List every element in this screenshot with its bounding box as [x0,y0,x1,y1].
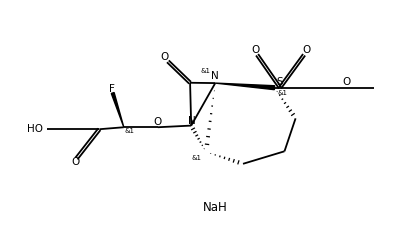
Text: N: N [211,71,219,81]
Text: S: S [277,77,283,87]
Text: &1: &1 [200,68,211,74]
Text: N: N [188,116,196,126]
Polygon shape [111,92,124,127]
Text: O: O [302,45,310,55]
Text: NaH: NaH [203,201,227,214]
Text: O: O [71,158,80,168]
Text: &1: &1 [277,90,288,96]
Text: HO: HO [27,124,43,134]
Text: O: O [342,77,351,87]
Text: O: O [154,117,162,127]
Text: &1: &1 [191,155,201,161]
Text: O: O [251,45,259,55]
Text: F: F [109,84,115,94]
Text: O: O [161,52,169,62]
Text: &1: &1 [125,128,135,134]
Polygon shape [215,83,275,90]
